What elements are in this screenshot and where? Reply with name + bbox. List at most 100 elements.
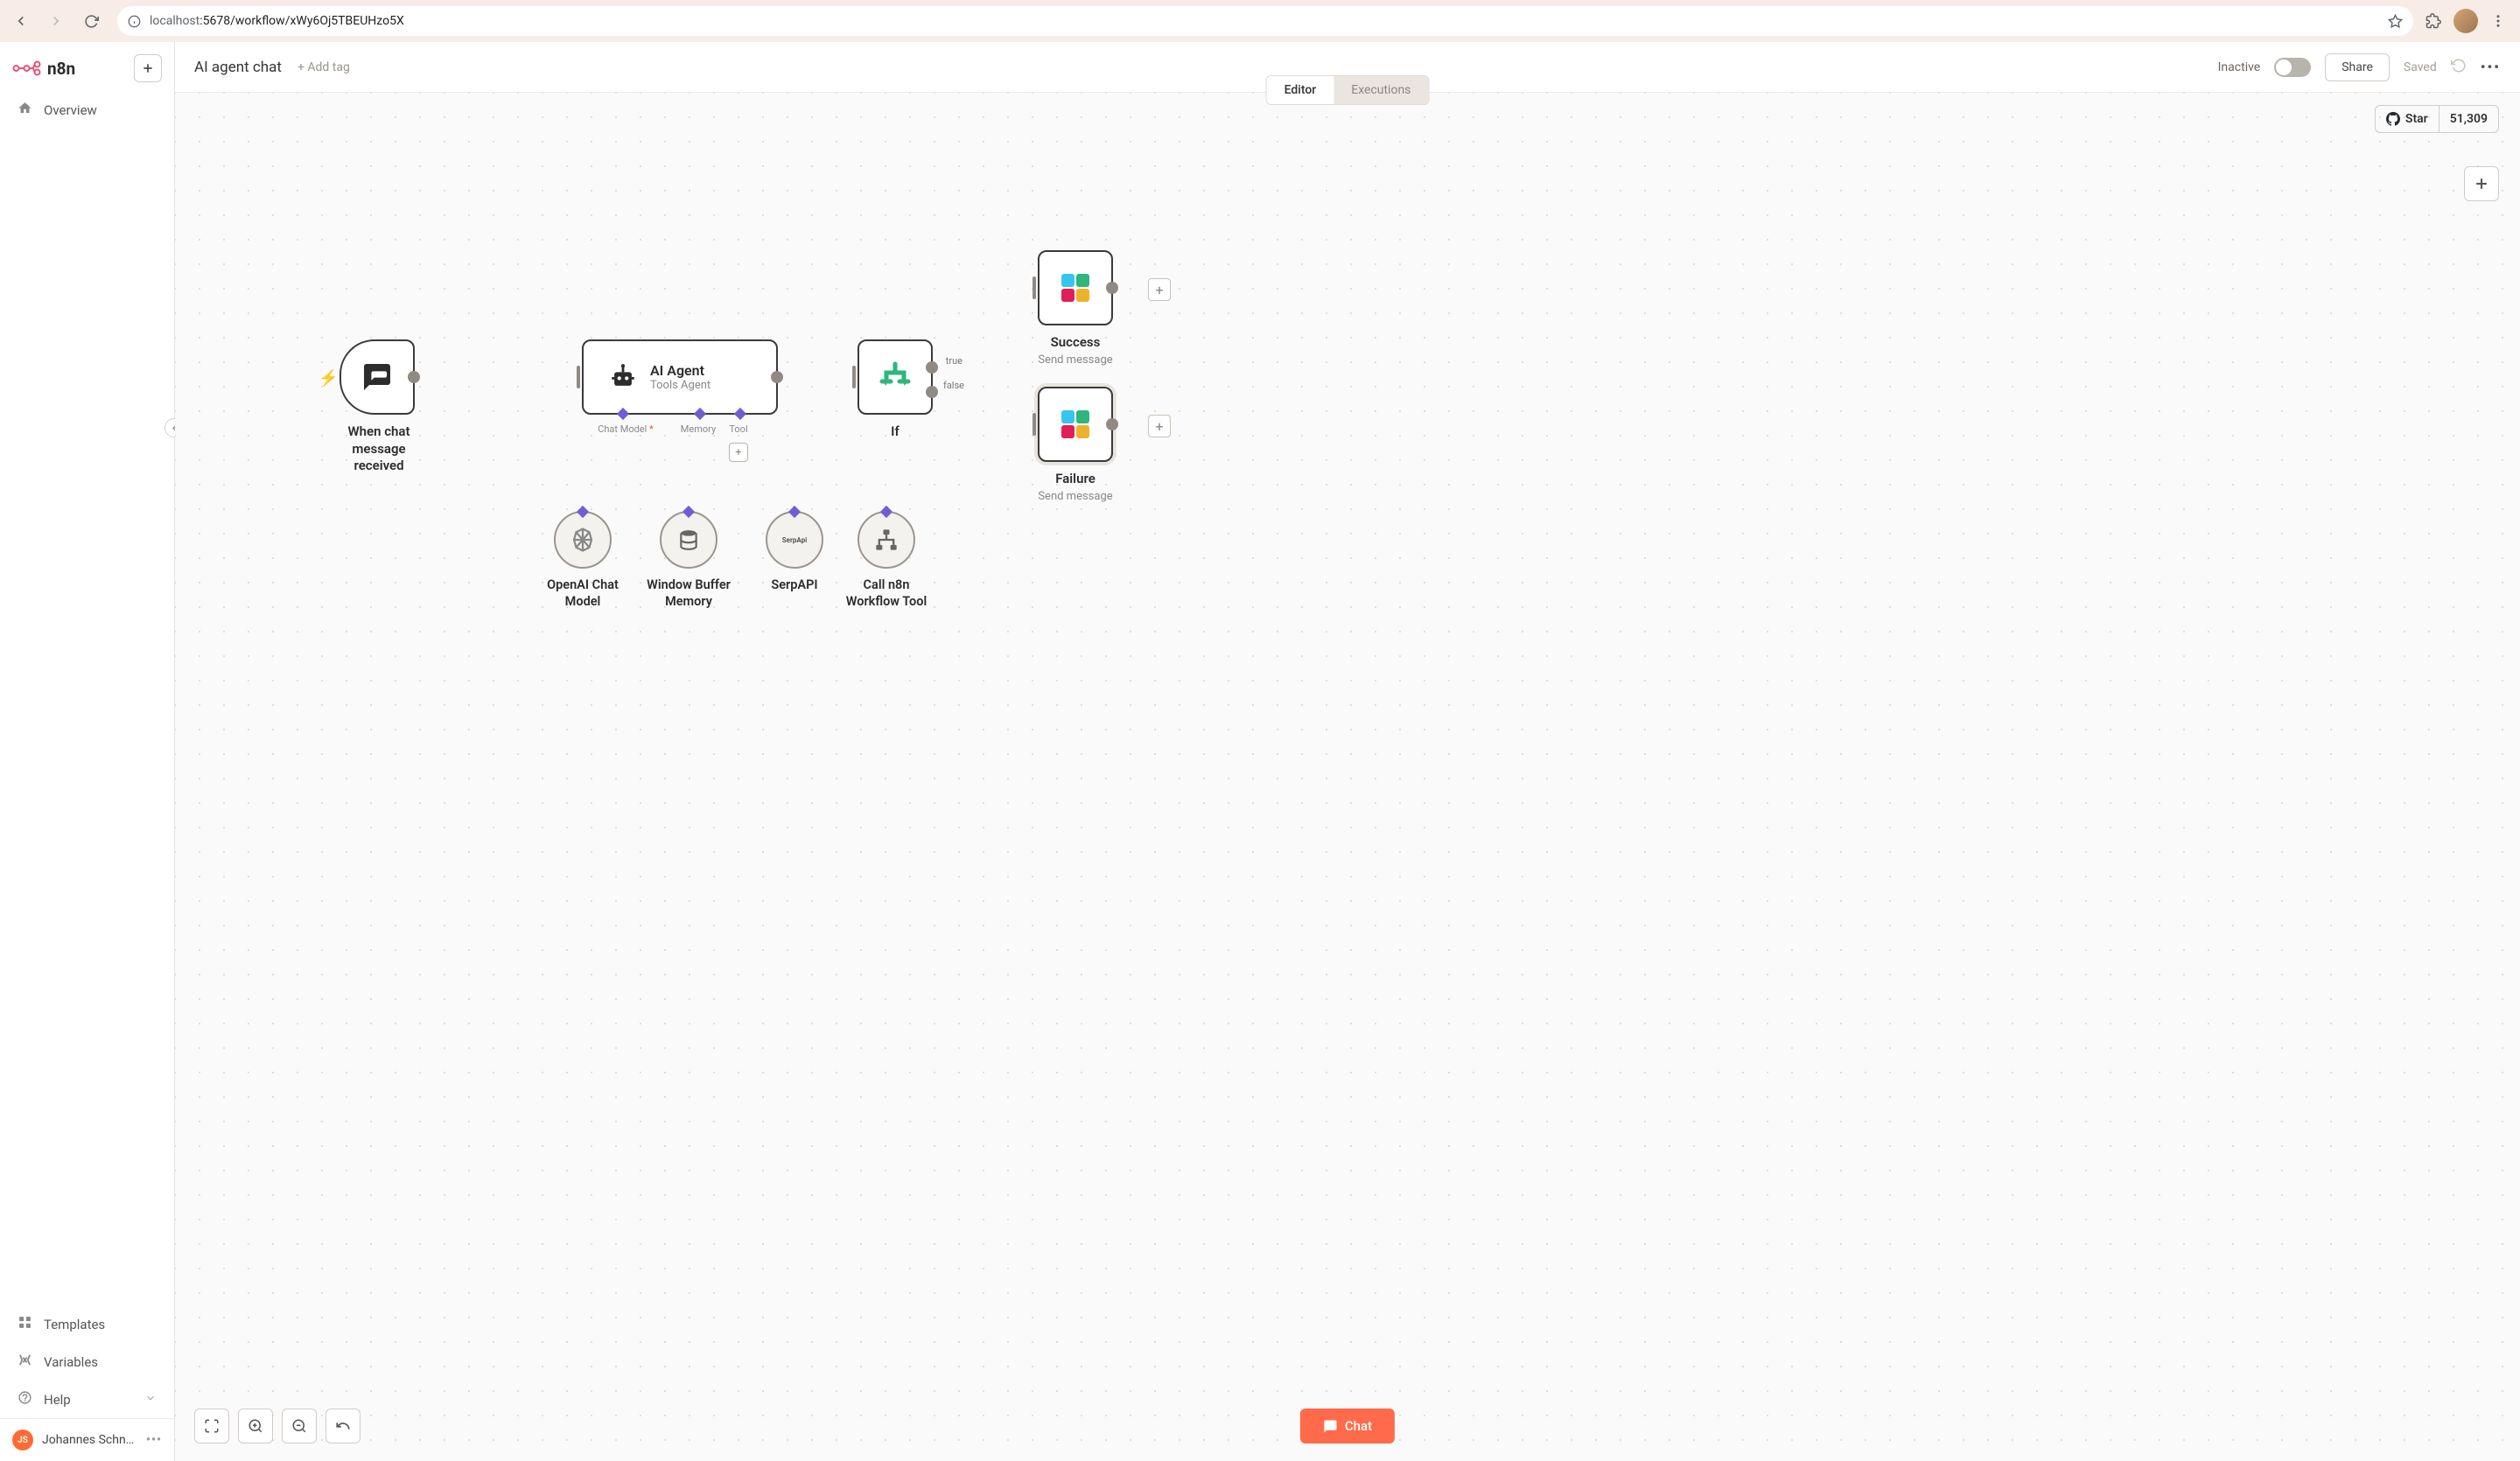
add-connection-button[interactable]: + [1148,278,1171,301]
tool-port[interactable] [577,506,589,518]
if-icon [878,360,913,395]
chat-button[interactable]: Chat [1300,1409,1395,1444]
agent-port-chat-model[interactable] [617,408,629,420]
agent-port-tool[interactable] [734,408,746,420]
serpapi-icon: SerpApi [782,536,808,544]
output-port-true[interactable] [926,361,938,374]
star-count: 51,309 [2439,106,2498,132]
sidebar-item-label: Templates [44,1317,105,1332]
chat-filled-icon [1323,1419,1338,1434]
browser-url-bar[interactable]: localhost:5678/workflow/xWy6Oj5TBEUHzo5X [117,6,2413,36]
fit-view-button[interactable] [194,1409,229,1444]
main-area: AI agent chat + Add tag Inactive Share S… [175,42,2520,1461]
view-tabs: Editor Executions [1266,75,1430,105]
browser-back-button[interactable] [7,7,35,35]
openai-icon [570,527,596,553]
output-port[interactable] [408,371,420,383]
output-port-false[interactable] [926,386,938,398]
agent-title: AI Agent [650,362,710,379]
node-failure[interactable]: Failure Send message [1038,387,1113,503]
sidebar-item-variables[interactable]: Variables [0,1343,174,1381]
chat-icon [361,361,393,393]
chevron-down-icon [144,1392,157,1408]
input-port[interactable] [577,366,580,388]
github-icon [2386,112,2400,126]
star-label: Star [2405,112,2428,126]
sidebar: n8n Overview Templates Variables Help [0,42,175,1461]
sidebar-item-label: Variables [44,1354,98,1370]
extensions-icon[interactable] [2426,13,2441,29]
brand-name: n8n [47,59,75,79]
tool-port[interactable] [880,506,892,518]
user-more-icon[interactable]: ••• [146,1433,162,1447]
sidebar-item-label: Help [44,1392,71,1408]
workflow-status-label: Inactive [2218,60,2261,74]
robot-icon [608,362,638,392]
user-avatar: JS [12,1430,33,1451]
browser-profile-avatar[interactable] [2454,9,2478,33]
chat-button-label: Chat [1345,1418,1372,1434]
workflow-more-button[interactable]: ••• [2481,59,2501,75]
trigger-icon: ⚡ [318,369,338,388]
sidebar-item-help[interactable]: Help [0,1381,174,1418]
node-serpapi[interactable]: SerpApi SerpAPI [742,511,847,594]
edges-layer [175,93,438,224]
canvas-controls [194,1409,360,1444]
saved-label: Saved [2404,60,2437,74]
node-success[interactable]: Success Send message [1038,250,1113,367]
share-button[interactable]: Share [2325,53,2390,81]
browser-reload-button[interactable] [77,7,105,35]
tab-editor[interactable]: Editor [1267,76,1334,104]
workflow-name[interactable]: AI agent chat [194,59,282,76]
github-star-button[interactable]: Star 51,309 [2375,105,2499,133]
workflow-active-toggle[interactable] [2274,58,2311,77]
new-workflow-button[interactable] [134,54,162,82]
bookmark-star-icon[interactable] [2388,14,2403,29]
node-if[interactable]: true false If [858,339,933,441]
templates-icon [18,1315,33,1333]
info-icon [128,15,141,28]
zoom-in-button[interactable] [238,1409,273,1444]
variables-icon [18,1353,33,1371]
home-icon [18,101,33,119]
output-port[interactable] [1106,282,1118,294]
browser-forward-button[interactable] [42,7,70,35]
tool-port[interactable] [682,506,695,518]
undo-button[interactable] [326,1409,360,1444]
n8n-logo-icon [12,59,44,77]
node-chat-trigger[interactable]: ⚡ When chat messagereceived [340,339,418,475]
node-openai-chat-model[interactable]: OpenAI ChatModel [530,511,635,611]
user-menu[interactable]: JS Johannes Schn… ••• [0,1418,174,1461]
agent-port-memory[interactable] [694,408,706,420]
add-connection-button[interactable]: + [1148,415,1171,437]
slack-icon [1061,410,1089,438]
agent-add-tool-button[interactable]: + [729,443,748,462]
user-name: Johannes Schn… [42,1433,134,1447]
workflow-icon [874,528,899,552]
output-port[interactable] [771,371,783,383]
browser-toolbar: localhost:5678/workflow/xWy6Oj5TBEUHzo5X [0,0,2520,42]
canvas-add-node-button[interactable] [2464,166,2499,201]
sidebar-item-overview[interactable]: Overview [0,91,174,129]
agent-subtitle: Tools Agent [650,379,710,392]
slack-icon [1061,274,1089,302]
zoom-out-button[interactable] [282,1409,317,1444]
browser-menu-icon[interactable] [2490,13,2506,29]
sidebar-item-label: Overview [44,102,97,118]
help-icon [18,1390,33,1409]
tool-port[interactable] [788,506,801,518]
output-port[interactable] [1106,418,1118,430]
tab-executions[interactable]: Executions [1334,76,1428,104]
node-ai-agent[interactable]: AI Agent Tools Agent Chat Model * Memory… [582,339,778,415]
url-text: localhost:5678/workflow/xWy6Oj5TBEUHzo5X [150,14,404,28]
node-n8n-workflow-tool[interactable]: Call n8nWorkflow Tool [834,511,939,611]
database-icon [677,528,700,551]
input-port[interactable] [1032,276,1036,299]
input-port[interactable] [1032,413,1036,436]
workflow-canvas[interactable]: Star 51,309 [175,93,2520,1461]
sidebar-item-templates[interactable]: Templates [0,1305,174,1343]
input-port[interactable] [852,366,856,388]
node-window-buffer-memory[interactable]: Window BufferMemory [636,511,741,611]
add-tag-button[interactable]: + Add tag [298,60,350,74]
history-icon[interactable] [2451,58,2467,77]
